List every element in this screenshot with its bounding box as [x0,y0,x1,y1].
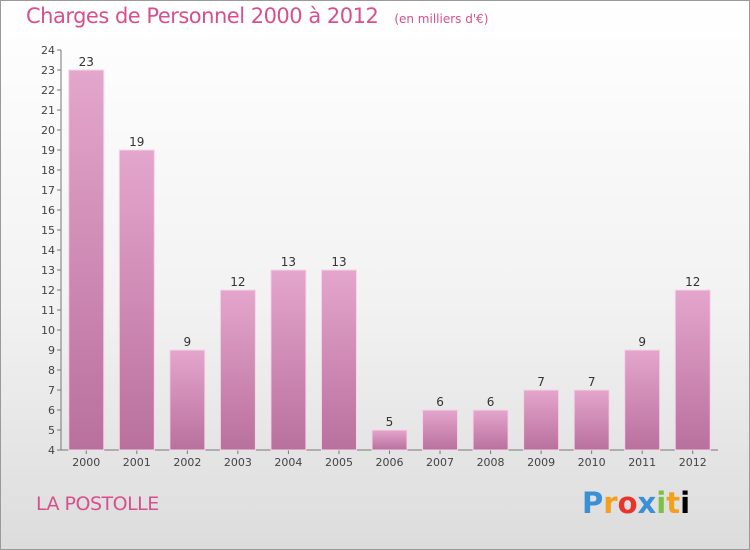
data-label-2006: 5 [386,415,394,429]
y-tick-label: 7 [48,384,55,397]
bar-2012 [674,289,711,451]
bar-2001 [118,149,155,451]
x-tick-label-2002: 2002 [173,456,201,469]
y-tick-label: 24 [41,44,55,57]
logo-letter: i [656,486,667,520]
bar-2005 [320,269,357,451]
x-tick-label-2005: 2005 [325,456,353,469]
logo-letter: r [603,486,618,520]
x-tick-label-2007: 2007 [426,456,454,469]
logo-letter: x [637,486,657,520]
x-tick-label-2011: 2011 [628,456,656,469]
x-tick-label-2003: 2003 [224,456,252,469]
y-tick-label: 10 [41,324,55,337]
x-tick-label-2010: 2010 [578,456,606,469]
x-tick-label-2009: 2009 [527,456,555,469]
y-tick-label: 6 [48,404,55,417]
y-tick-label: 12 [41,284,55,297]
bar-2010 [573,389,610,451]
bar-2009 [523,389,560,451]
y-tick-label: 15 [41,224,55,237]
bar-2004 [270,269,307,451]
x-tick-label-2001: 2001 [123,456,151,469]
data-label-2001: 19 [129,135,144,149]
y-tick-label: 4 [48,444,55,457]
logo-letter: i [680,486,691,520]
data-label-2000: 23 [79,55,94,69]
data-label-2012: 12 [685,275,700,289]
bar-2008 [472,409,509,451]
logo-letter: P [582,486,604,520]
proxiti-logo: Proxiti [582,486,690,520]
data-label-2002: 9 [184,335,192,349]
bar-2003 [219,289,256,451]
x-tick-label-2012: 2012 [679,456,707,469]
chart-bars [68,69,711,451]
y-tick-label: 22 [41,84,55,97]
data-label-2004: 13 [281,255,296,269]
x-tick-label-2008: 2008 [477,456,505,469]
chart-data-labels: 23 19 9 12 13 13 5 6 6 7 7 9 12 [79,55,701,429]
y-tick-label: 19 [41,144,55,157]
chart-title: Charges de Personnel 2000 à 2012 (en mill… [26,4,488,28]
data-label-2010: 7 [588,375,596,389]
data-label-2003: 12 [230,275,245,289]
commune-name: LA POSTOLLE [36,493,159,515]
data-label-2005: 13 [331,255,346,269]
y-tick-label: 9 [48,344,55,357]
y-tick-label: 20 [41,124,55,137]
y-tick-label: 17 [41,184,55,197]
data-label-2011: 9 [638,335,646,349]
y-tick-label: 8 [48,364,55,377]
y-tick-label: 11 [41,304,55,317]
bar-2011 [624,349,661,451]
y-tick-label: 23 [41,64,55,77]
bar-2002 [169,349,206,451]
bar-2007 [422,409,459,451]
y-tick-label: 21 [41,104,55,117]
y-tick-label: 18 [41,164,55,177]
data-label-2007: 6 [436,395,444,409]
bar-2000 [68,69,105,451]
y-tick-label: 16 [41,204,55,217]
y-tick-label: 14 [41,244,55,257]
chart-subtitle: (en milliers d'€) [394,12,489,26]
data-label-2008: 6 [487,395,495,409]
data-label-2009: 7 [537,375,545,389]
bar-2006 [371,429,408,451]
logo-letter: o [617,486,638,520]
x-tick-label-2000: 2000 [72,456,100,469]
chart-title-text: Charges de Personnel 2000 à 2012 [26,4,379,28]
x-tick-label-2004: 2004 [274,456,302,469]
y-tick-label: 5 [48,424,55,437]
y-tick-label: 13 [41,264,55,277]
logo-letter: t [666,486,681,520]
x-tick-label-2006: 2006 [376,456,404,469]
